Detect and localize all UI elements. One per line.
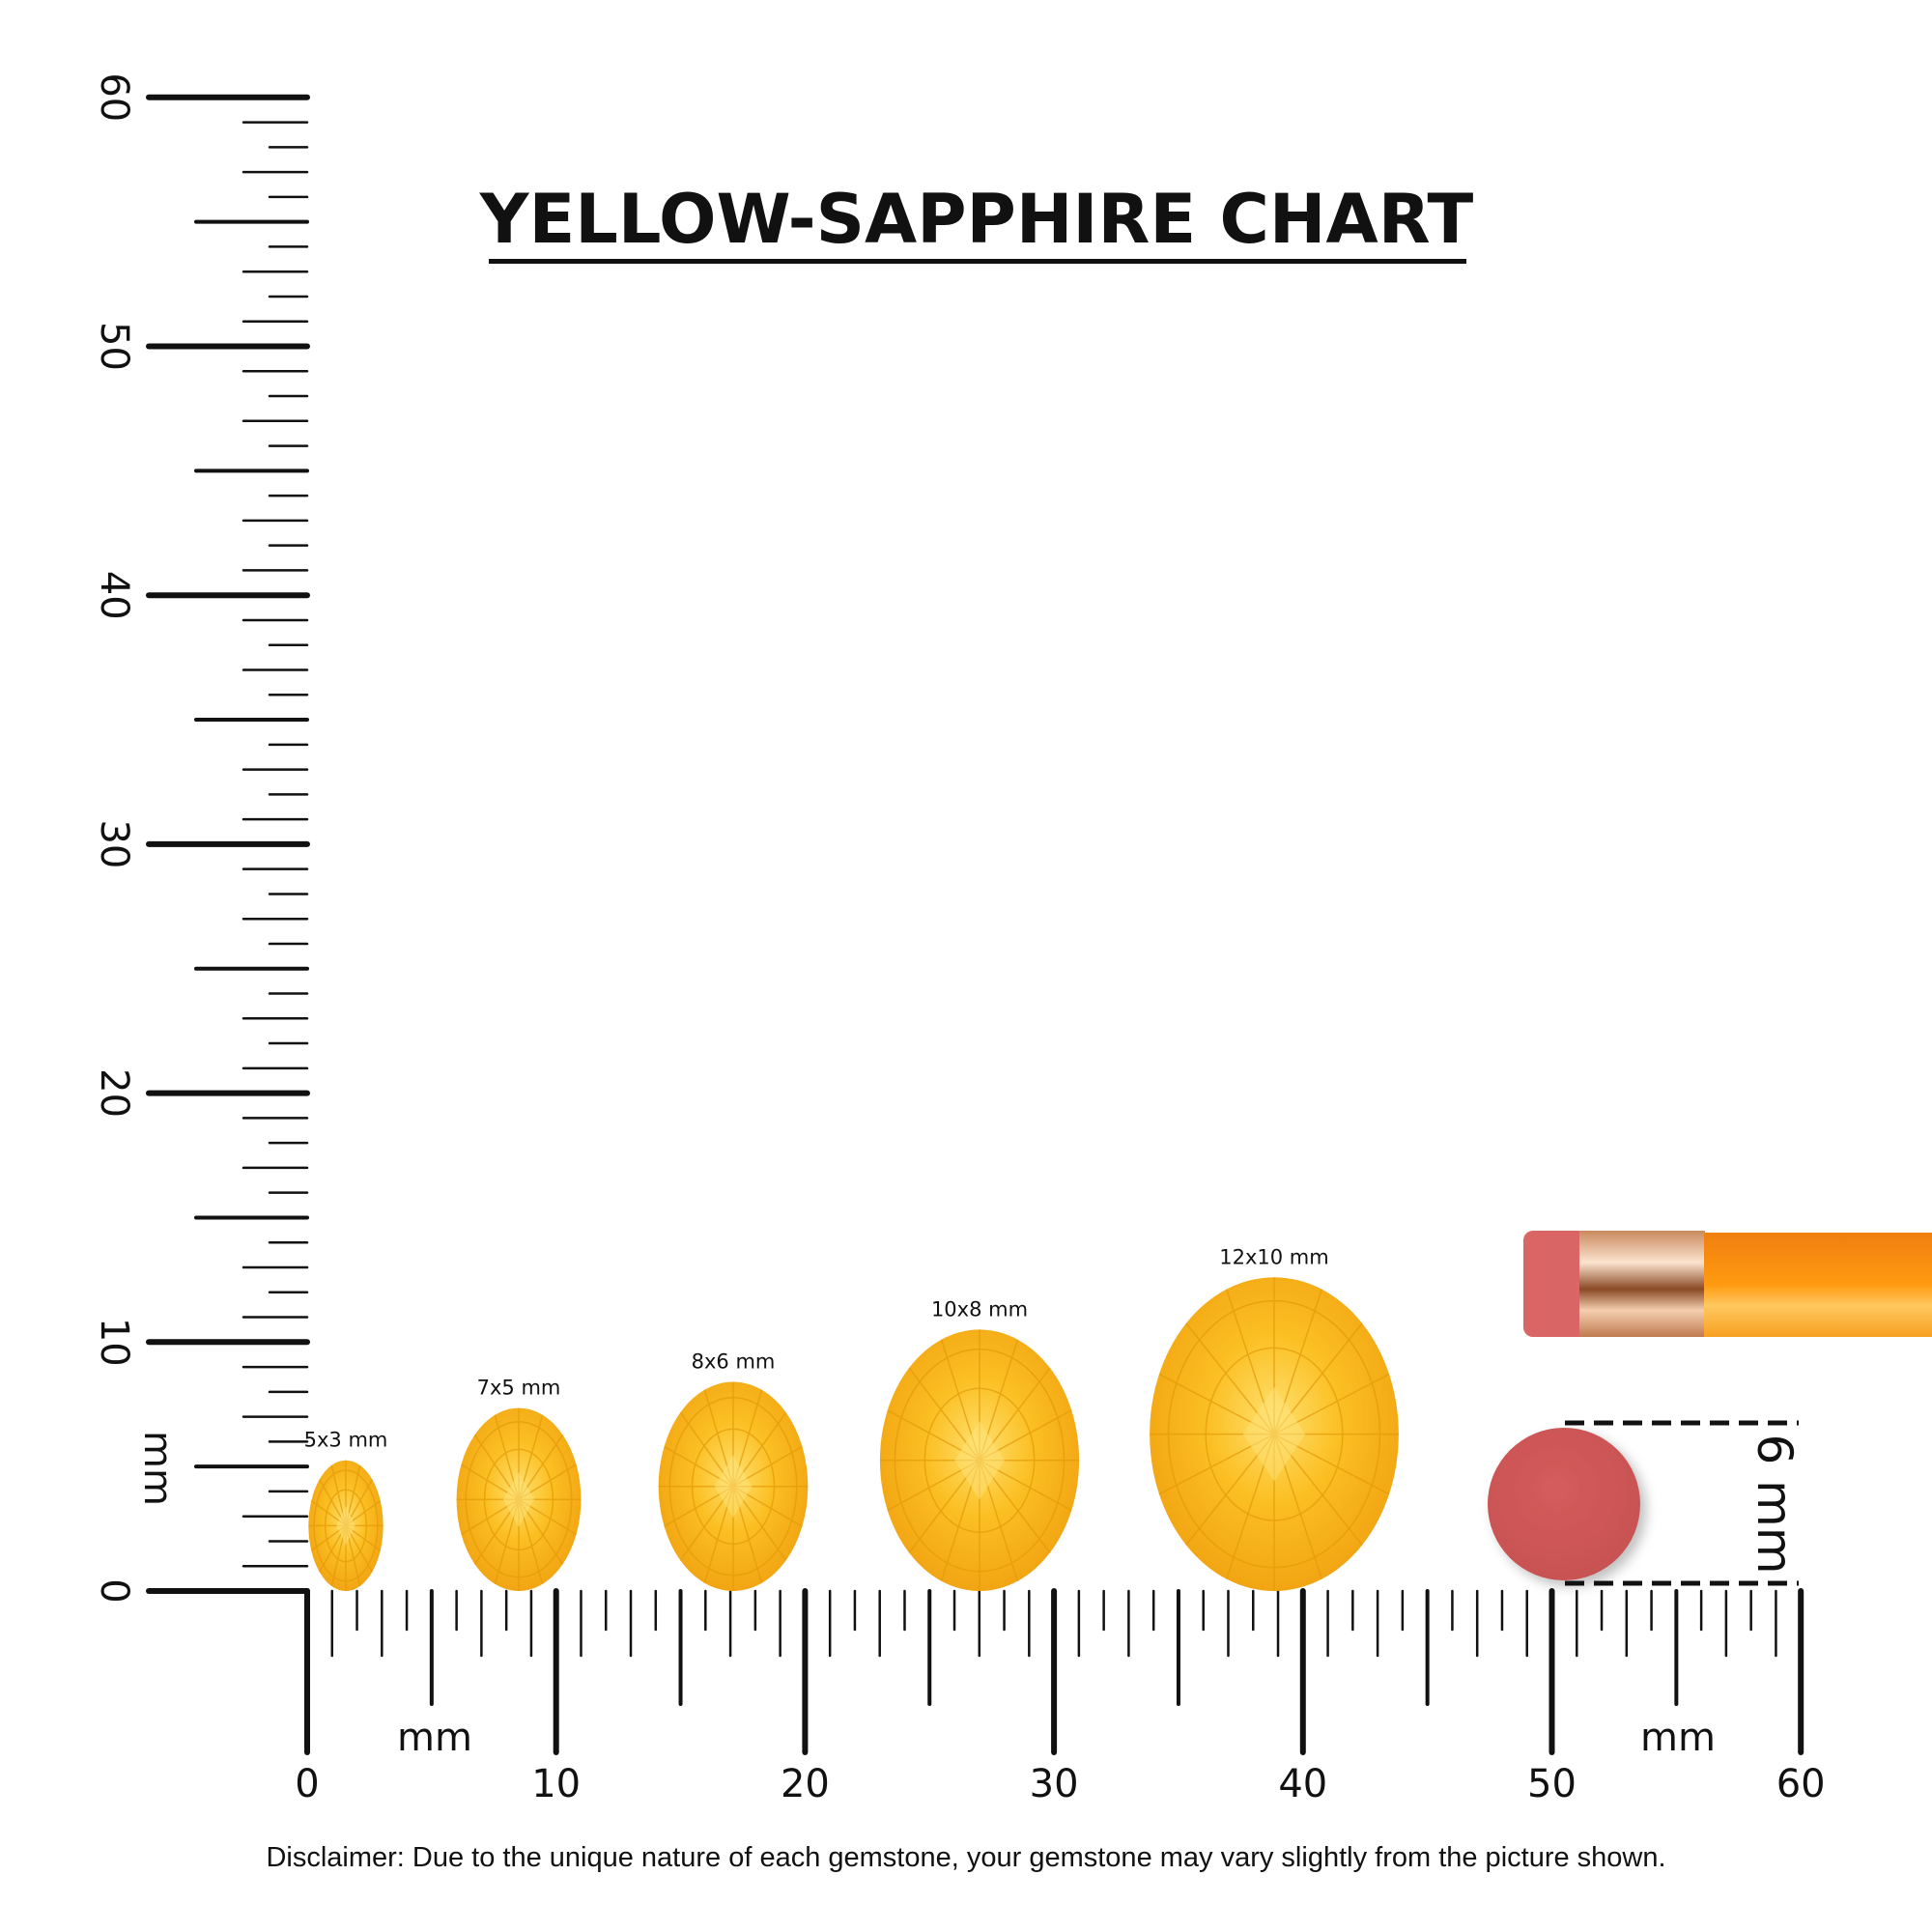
horizontal-ruler: 0 10 20 30 40 50 60: [295, 1588, 1826, 1806]
gem-size-label: 10x8 mm: [931, 1297, 1028, 1321]
vertical-tick-label: 20: [92, 1068, 136, 1118]
gem-size-label: 7x5 mm: [477, 1377, 561, 1400]
horizontal-tick-label: 10: [531, 1762, 581, 1806]
gem-5x3-mm: 5x3 mm: [304, 1429, 388, 1591]
horizontal-tick-label: 20: [781, 1762, 830, 1806]
horizontal-tick-label: 60: [1776, 1762, 1826, 1806]
disclaimer: Disclaimer: Due to the unique nature of …: [266, 1842, 1665, 1873]
horizontal-tick-label: 30: [1030, 1762, 1079, 1806]
gem-lineup: 5x3 mm 7x5 mm 8x6 mm 10x8 mm 12x10 mm: [304, 1245, 1399, 1592]
gem-size-label: 12x10 mm: [1219, 1245, 1328, 1268]
gem-10x8-mm: 10x8 mm: [879, 1297, 1080, 1591]
gem-size-label: 8x6 mm: [692, 1350, 776, 1374]
vertical-unit-label: mm: [135, 1431, 180, 1506]
horizontal-unit-label-right: mm: [1640, 1716, 1716, 1760]
gem-8x6-mm: 8x6 mm: [658, 1350, 809, 1591]
gem-facets: [658, 1381, 809, 1591]
vertical-tick-label: 10: [92, 1318, 136, 1367]
gem-size-label: 5x3 mm: [304, 1429, 388, 1452]
pencil-ferrule: [1579, 1231, 1705, 1337]
vertical-tick-label: 60: [92, 72, 136, 122]
title-underline: [489, 259, 1466, 264]
vertical-tick-label: 30: [92, 819, 136, 868]
vertical-tick-label: 0: [92, 1578, 136, 1603]
horizontal-tick-label: 0: [295, 1762, 319, 1806]
eraser-reference-circle: [1488, 1428, 1640, 1580]
gem-facets: [456, 1407, 582, 1591]
vertical-ruler: 0 10 20 30 40 50 60: [92, 72, 310, 1604]
gem-7x5-mm: 7x5 mm: [456, 1377, 582, 1592]
vertical-tick-label: 50: [92, 322, 136, 371]
pencil-body: [1704, 1233, 1932, 1337]
reference-size-label: 6 mm: [1747, 1434, 1803, 1574]
horizontal-unit-label: mm: [397, 1716, 472, 1760]
gem-12x10-mm: 12x10 mm: [1150, 1245, 1399, 1592]
pencil: [1523, 1231, 1932, 1337]
gem-facets: [879, 1329, 1080, 1591]
vertical-tick-label: 40: [92, 571, 136, 620]
gem-facets: [1150, 1277, 1399, 1591]
horizontal-tick-label: 40: [1278, 1762, 1327, 1806]
chart-title: YELLOW-SAPPHIRE CHART: [479, 180, 1474, 259]
gem-facets: [308, 1460, 384, 1591]
horizontal-tick-label: 50: [1527, 1762, 1577, 1806]
pencil-eraser: [1523, 1231, 1591, 1337]
